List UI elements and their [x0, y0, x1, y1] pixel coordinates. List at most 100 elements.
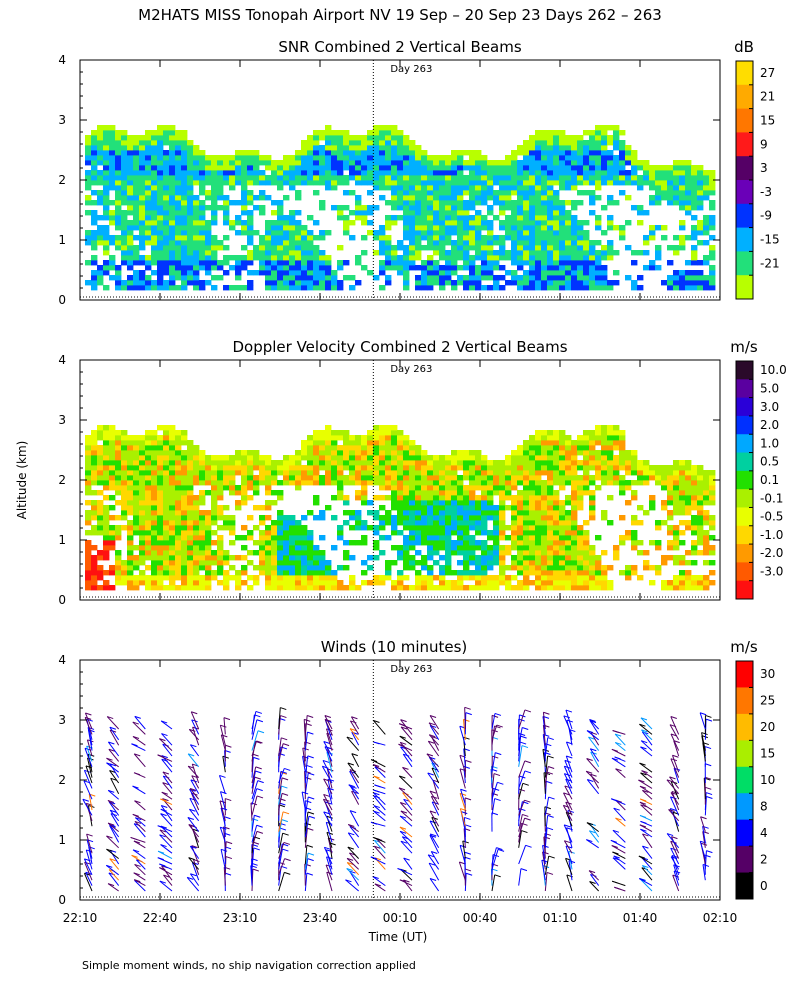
heatmap-cell [145, 135, 152, 141]
heatmap-cell [709, 205, 716, 211]
heatmap-cell [583, 150, 590, 156]
heatmap-cell [439, 190, 446, 196]
heatmap-cell [103, 470, 110, 476]
heatmap-cell [409, 155, 416, 161]
heatmap-cell [145, 540, 152, 546]
heatmap-cell [631, 520, 638, 526]
heatmap-cell [151, 165, 158, 171]
heatmap-cell [163, 480, 170, 486]
heatmap-cell [277, 180, 284, 186]
heatmap-cell [559, 210, 566, 216]
heatmap-cell [175, 575, 182, 581]
heatmap-cell [181, 215, 188, 221]
heatmap-cell [379, 575, 386, 581]
heatmap-cell [343, 480, 350, 486]
heatmap-cell [187, 445, 194, 451]
heatmap-cell [337, 430, 344, 436]
heatmap-cell [565, 145, 572, 151]
heatmap-cell [619, 570, 626, 576]
heatmap-cell [643, 210, 650, 216]
heatmap-cell [235, 200, 242, 206]
heatmap-cell [331, 445, 338, 451]
heatmap-cell [553, 465, 560, 471]
heatmap-cell [115, 550, 122, 556]
heatmap-cell [517, 240, 524, 246]
heatmap-cell [559, 235, 566, 241]
heatmap-cell [247, 235, 254, 241]
heatmap-cell [211, 510, 218, 516]
heatmap-cell [529, 555, 536, 561]
heatmap-cell [241, 155, 248, 161]
heatmap-cell [379, 235, 386, 241]
heatmap-cell [97, 190, 104, 196]
heatmap-cell [325, 135, 332, 141]
heatmap-cell [607, 285, 614, 291]
heatmap-cell [415, 170, 422, 176]
heatmap-cell [109, 210, 116, 216]
heatmap-cell [433, 455, 440, 461]
heatmap-cell [163, 185, 170, 191]
heatmap-cell [427, 585, 434, 591]
heatmap-cell [247, 200, 254, 206]
heatmap-cell [475, 580, 482, 586]
heatmap-cell [229, 265, 236, 271]
heatmap-cell [121, 475, 128, 481]
heatmap-cell [493, 260, 500, 266]
colorbar-label: -0.1 [760, 491, 783, 505]
heatmap-cell [499, 495, 506, 501]
heatmap-cell [493, 515, 500, 521]
heatmap-cell [679, 190, 686, 196]
heatmap-cell [175, 185, 182, 191]
heatmap-cell [361, 170, 368, 176]
heatmap-cell [571, 580, 578, 586]
heatmap-cell [313, 445, 320, 451]
heatmap-cell [583, 440, 590, 446]
heatmap-cell [259, 565, 266, 571]
heatmap-cell [241, 580, 248, 586]
heatmap-cell [487, 535, 494, 541]
heatmap-cell [409, 530, 416, 536]
heatmap-cell [289, 155, 296, 161]
heatmap-cell [307, 545, 314, 551]
heatmap-cell [193, 170, 200, 176]
heatmap-cell [571, 135, 578, 141]
heatmap-cell [505, 470, 512, 476]
heatmap-cell [661, 580, 668, 586]
heatmap-cell [121, 215, 128, 221]
heatmap-cell [247, 515, 254, 521]
heatmap-cell [439, 465, 446, 471]
heatmap-cell [361, 475, 368, 481]
heatmap-cell [217, 155, 224, 161]
heatmap-cell [565, 450, 572, 456]
heatmap-cell [547, 245, 554, 251]
heatmap-cell [229, 480, 236, 486]
heatmap-cell [169, 200, 176, 206]
heatmap-cell [331, 160, 338, 166]
heatmap-cell [475, 495, 482, 501]
heatmap-cell [517, 255, 524, 261]
heatmap-cell [613, 200, 620, 206]
heatmap-cell [667, 170, 674, 176]
heatmap-cell [163, 265, 170, 271]
heatmap-cell [511, 230, 518, 236]
heatmap-cell [235, 160, 242, 166]
heatmap-cell [565, 245, 572, 251]
heatmap-cell [145, 195, 152, 201]
heatmap-cell [187, 480, 194, 486]
heatmap-cell [553, 475, 560, 481]
heatmap-cell [91, 235, 98, 241]
heatmap-cell [559, 585, 566, 591]
heatmap-cell [577, 440, 584, 446]
heatmap-cell [337, 130, 344, 136]
heatmap-cell [223, 215, 230, 221]
heatmap-cell [187, 260, 194, 266]
heatmap-cell [619, 170, 626, 176]
heatmap-cell [127, 510, 134, 516]
heatmap-cell [139, 255, 146, 261]
heatmap-cell [571, 585, 578, 591]
heatmap-cell [499, 210, 506, 216]
heatmap-cell [415, 150, 422, 156]
heatmap-cell [433, 185, 440, 191]
heatmap-cell [91, 430, 98, 436]
heatmap-cell [361, 445, 368, 451]
